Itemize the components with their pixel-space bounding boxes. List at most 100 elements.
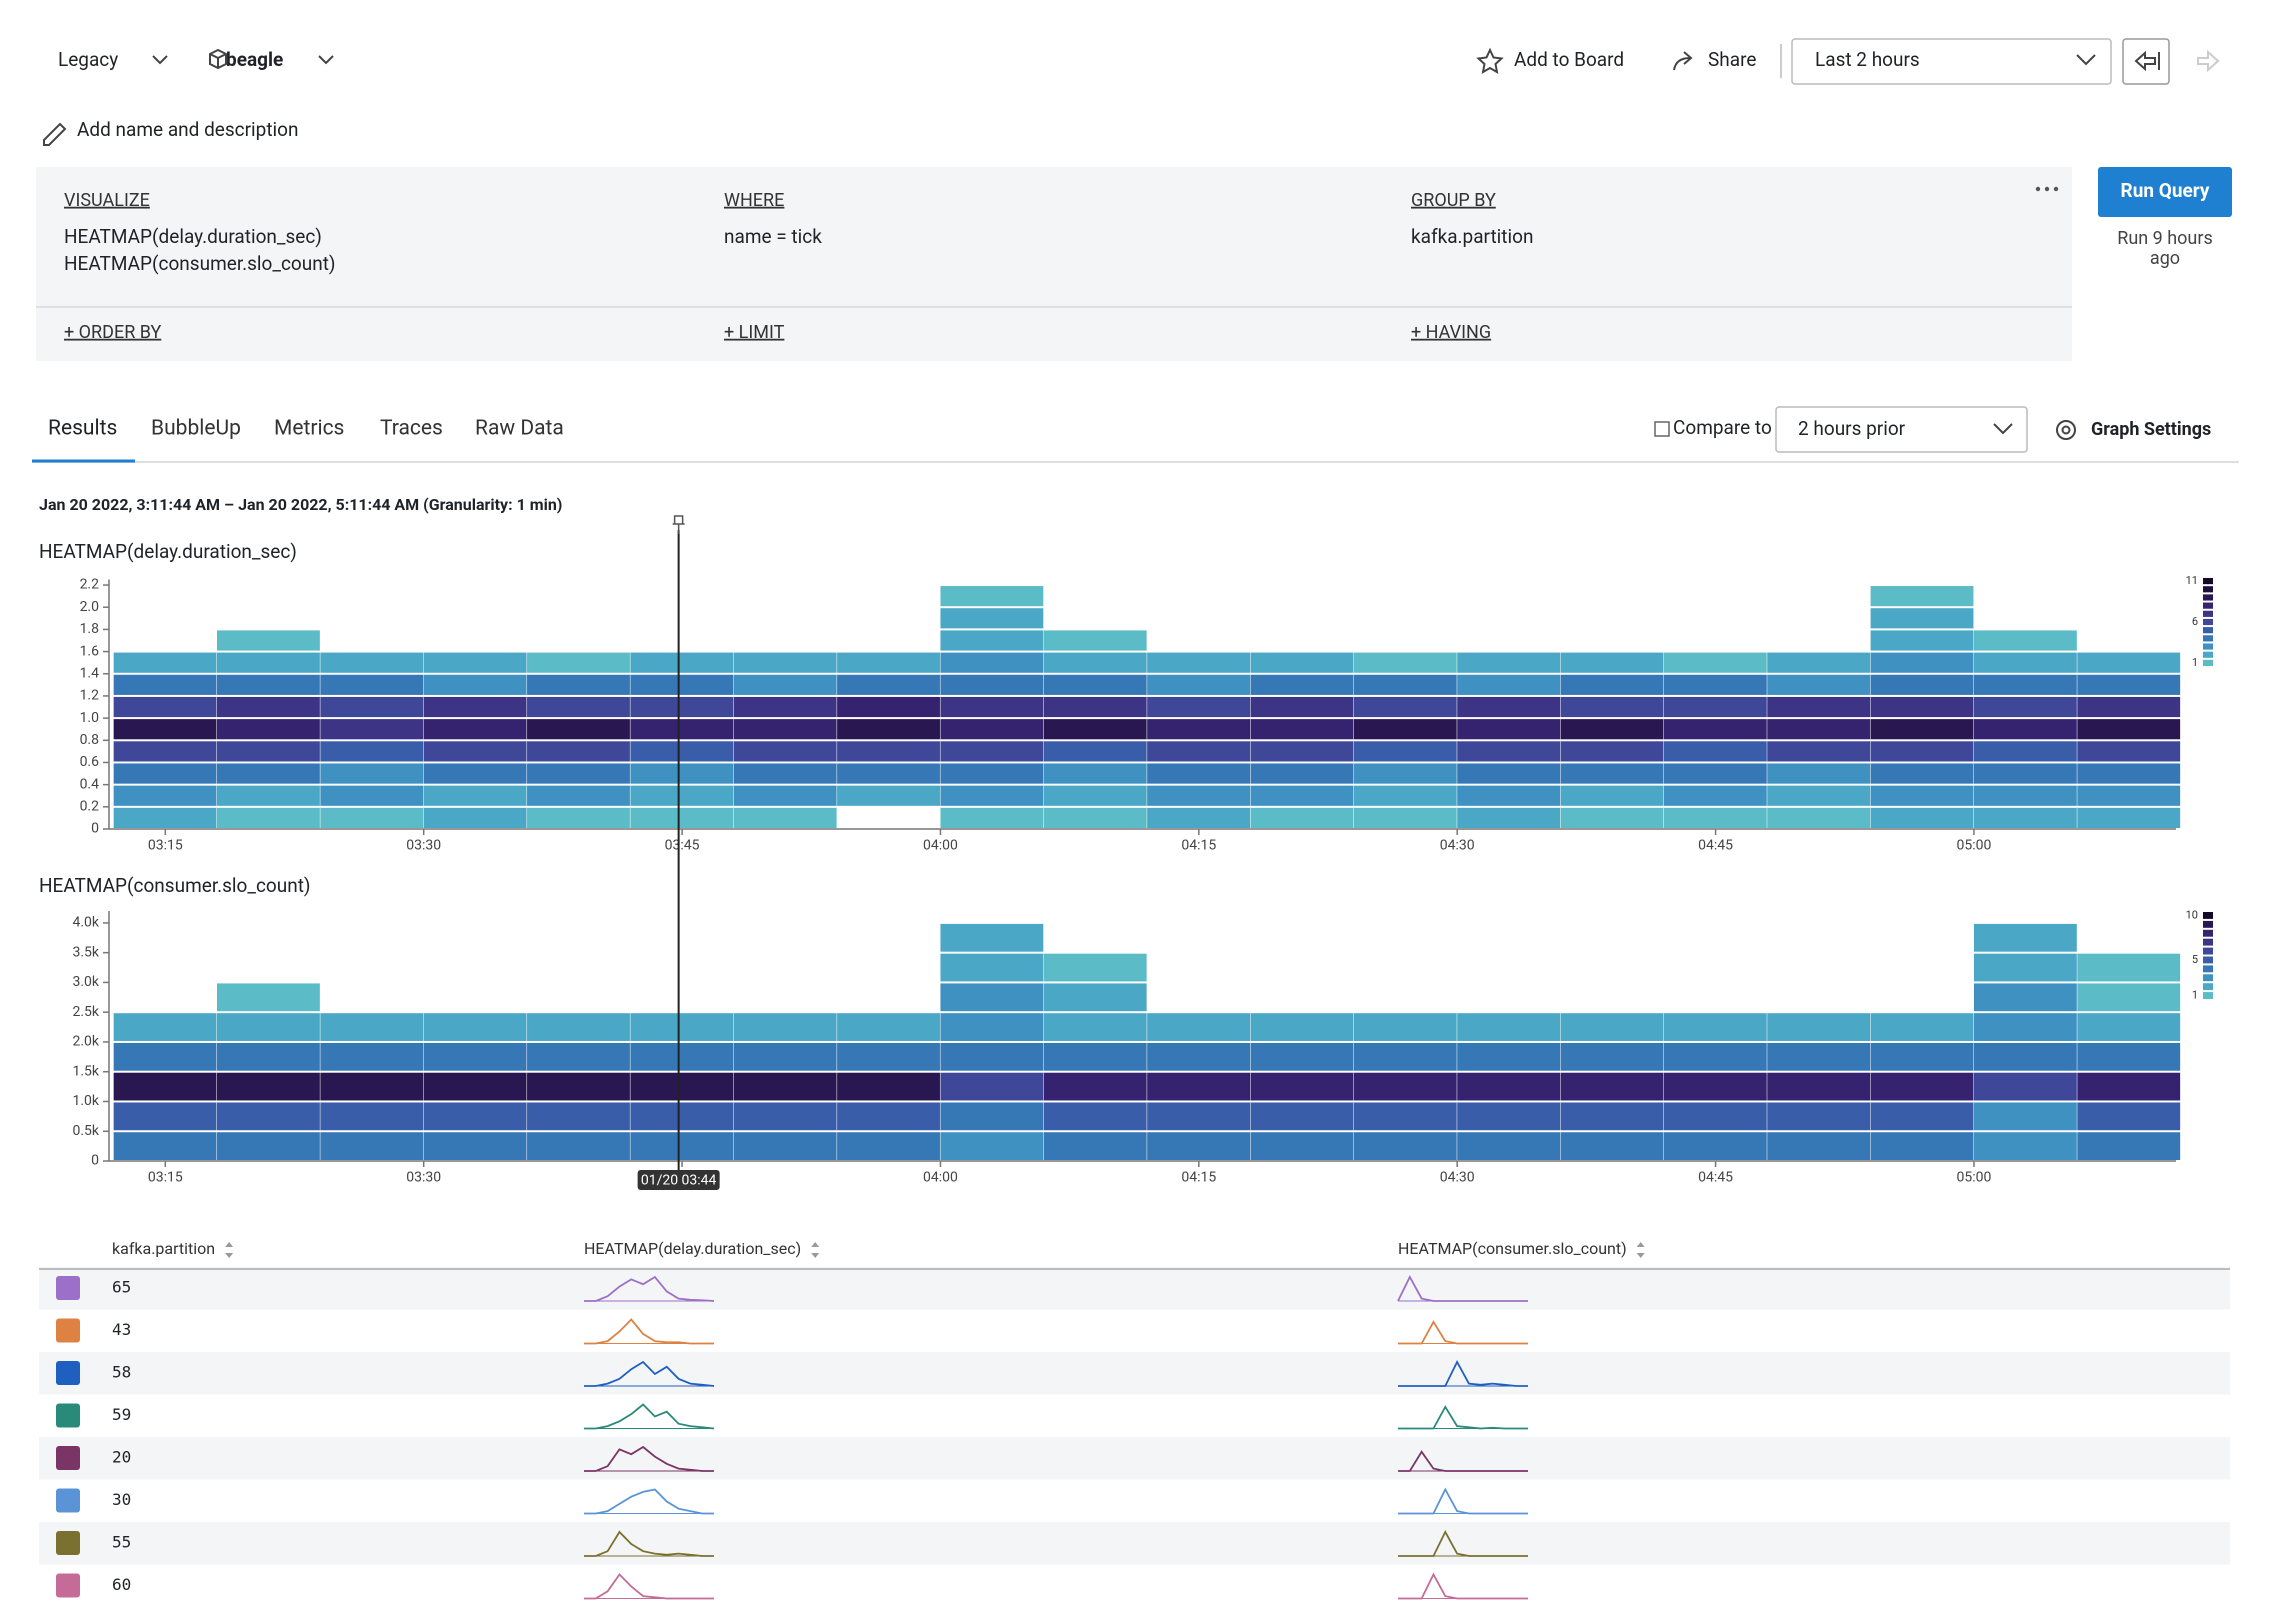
heatmap-cell xyxy=(1457,719,1560,739)
y-tick-label: 0.5k xyxy=(72,1123,99,1139)
limit[interactable]: + LIMIT xyxy=(724,322,785,343)
legend-swatch xyxy=(2203,627,2213,633)
forward-icon[interactable] xyxy=(2198,52,2218,70)
tab[interactable]: Results xyxy=(48,417,117,441)
tab[interactable]: Raw Data xyxy=(475,417,564,441)
heatmap-cell xyxy=(1561,741,1664,761)
share[interactable]: Share xyxy=(1708,48,1756,71)
heatmap-cell xyxy=(1974,1102,2077,1130)
color-swatch xyxy=(56,1489,80,1513)
gear-icon[interactable] xyxy=(2057,421,2075,439)
visualize-label[interactable]: VISUALIZE xyxy=(64,190,150,211)
color-swatch xyxy=(56,1276,80,1300)
heatmap-cell xyxy=(424,808,527,828)
heatmap-cell xyxy=(1767,653,1870,673)
run-button-label[interactable]: Run Query xyxy=(2121,179,2210,202)
heatmap-cell xyxy=(114,763,217,783)
heatmap-cell xyxy=(630,653,733,673)
heatmap-cell xyxy=(1044,741,1147,761)
partition: 30 xyxy=(112,1490,131,1509)
heatmap-cell xyxy=(1871,586,1974,606)
heatmap-cell xyxy=(1974,1013,2077,1041)
heatmap-cell xyxy=(1251,675,1354,695)
legend-swatch xyxy=(2203,611,2213,617)
heatmap-cell xyxy=(217,741,320,761)
heatmap-cell xyxy=(1354,741,1457,761)
sparkline xyxy=(1398,1407,1528,1429)
star-icon[interactable] xyxy=(1479,50,1502,72)
group-by-label[interactable]: GROUP BY xyxy=(1411,190,1496,211)
color-swatch xyxy=(56,1446,80,1470)
legend-swatch xyxy=(2203,939,2213,946)
heatmap-cell xyxy=(217,983,320,1011)
column-header[interactable]: HEATMAP(consumer.slo_count) xyxy=(1398,1239,1627,1258)
heatmap-cell xyxy=(1974,763,2077,783)
graph-settings[interactable]: Graph Settings xyxy=(2091,419,2211,440)
column-header[interactable]: kafka.partition xyxy=(112,1239,215,1258)
heatmap-cell xyxy=(1457,1043,1560,1071)
tab[interactable]: Metrics xyxy=(274,417,344,441)
add-name[interactable]: Add name and description xyxy=(77,118,299,141)
heatmap-cell xyxy=(114,1073,217,1101)
heatmap-cell xyxy=(837,675,940,695)
pencil-icon[interactable] xyxy=(44,124,65,145)
compare-value[interactable]: 2 hours prior xyxy=(1798,417,1906,440)
heatmap-cell xyxy=(1147,1043,1250,1071)
heatmap-cell xyxy=(1147,697,1250,717)
heatmap-cell xyxy=(1974,1132,2077,1160)
dataset[interactable]: beagle xyxy=(226,48,283,71)
heatmap-cell xyxy=(1974,719,2077,739)
heatmap-cell xyxy=(320,808,423,828)
column-header[interactable]: HEATMAP(delay.duration_sec) xyxy=(584,1239,801,1258)
heatmap-cell xyxy=(217,786,320,806)
y-tick-label: 4.0k xyxy=(72,915,99,931)
heatmap-cell xyxy=(527,1132,630,1160)
dataset-mode[interactable]: Legacy xyxy=(58,48,118,71)
legend-swatch xyxy=(2203,983,2213,990)
tab[interactable]: Traces xyxy=(380,417,443,441)
partition: 43 xyxy=(112,1320,131,1339)
y-tick-label: 1.6 xyxy=(80,643,100,659)
heatmap-cell xyxy=(527,1013,630,1041)
heatmap-cell xyxy=(630,741,733,761)
y-tick-label: 1.2 xyxy=(80,688,100,704)
color-swatch xyxy=(56,1531,80,1555)
back-button[interactable] xyxy=(2123,39,2169,84)
legend-swatch xyxy=(2203,619,2213,625)
heatmap-cell xyxy=(424,653,527,673)
tab[interactable]: BubbleUp xyxy=(151,417,241,441)
visualize-item[interactable]: HEATMAP(consumer.slo_count) xyxy=(64,252,336,275)
heatmap-cell xyxy=(1767,1013,1870,1041)
order-by[interactable]: + ORDER BY xyxy=(64,322,161,343)
add-to-board[interactable]: Add to Board xyxy=(1514,48,1624,71)
heatmap-cell xyxy=(630,808,733,828)
heatmap-cell xyxy=(2077,1013,2180,1041)
heatmap-cell xyxy=(1147,1013,1250,1041)
heatmap-cell xyxy=(1147,763,1250,783)
heatmap-cell xyxy=(217,1132,320,1160)
heatmap-cell xyxy=(1767,763,1870,783)
having[interactable]: + HAVING xyxy=(1411,322,1491,343)
heatmap-cell xyxy=(2077,763,2180,783)
chevron[interactable] xyxy=(319,56,333,63)
heatmap-cell xyxy=(1457,1102,1560,1130)
heatmap-cell xyxy=(940,630,1043,650)
legend-label: 10 xyxy=(2186,908,2198,921)
heatmap-cell xyxy=(320,675,423,695)
gear-icon[interactable] xyxy=(2063,427,2070,434)
visualize-item[interactable]: HEATMAP(delay.duration_sec) xyxy=(64,225,322,248)
group-by[interactable]: kafka.partition xyxy=(1411,225,1533,248)
compare-label[interactable]: Compare to xyxy=(1673,416,1772,439)
share-icon[interactable] xyxy=(1674,52,1691,70)
chevron[interactable] xyxy=(153,56,167,63)
compare-checkbox[interactable] xyxy=(1655,422,1669,436)
heatmap-cell xyxy=(1251,1073,1354,1101)
heatmap-cell xyxy=(1664,741,1767,761)
heatmap-cell xyxy=(1044,719,1147,739)
time-range[interactable]: Last 2 hours xyxy=(1815,48,1920,71)
more-menu[interactable] xyxy=(2036,187,2058,191)
where-label[interactable]: WHERE xyxy=(724,190,784,211)
legend-swatch xyxy=(2203,652,2213,658)
heatmap-cell xyxy=(734,719,837,739)
where-clause[interactable]: name = tick xyxy=(724,225,822,248)
